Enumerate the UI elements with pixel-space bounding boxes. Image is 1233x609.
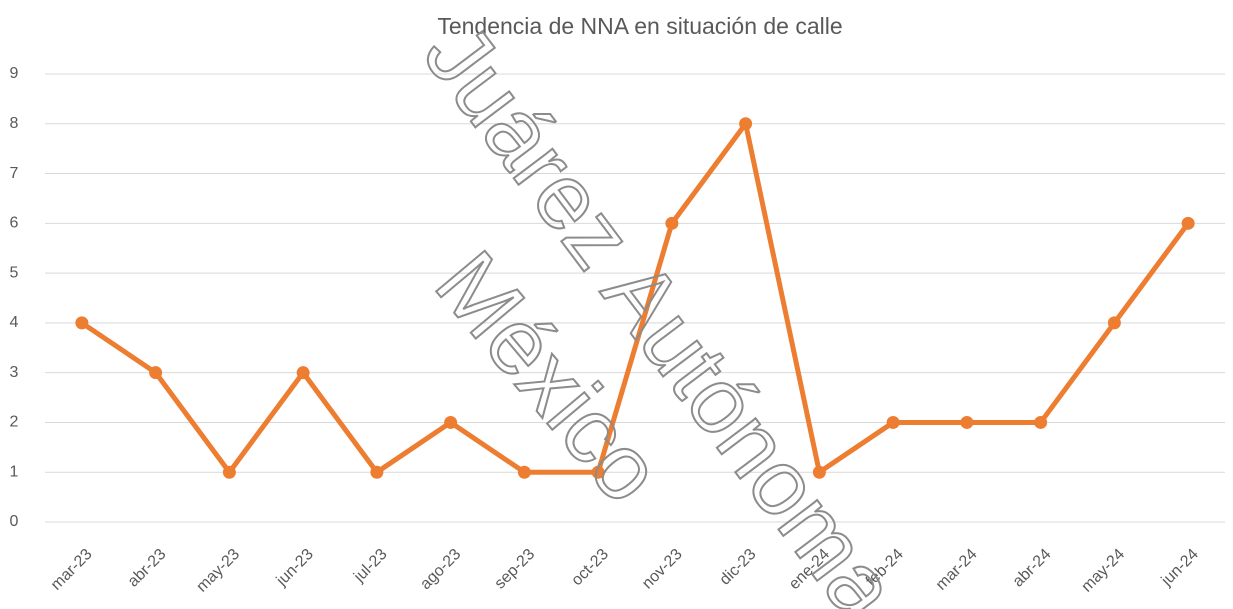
point xyxy=(1034,415,1048,429)
point xyxy=(886,415,900,429)
chart-title: Tendencia de NNA en situación de calle xyxy=(437,13,842,39)
point xyxy=(444,415,458,429)
x-tick-label: abr-24 xyxy=(1010,546,1055,591)
x-tick-label: jun-23 xyxy=(273,546,317,590)
point xyxy=(296,366,310,380)
point xyxy=(370,465,384,479)
point xyxy=(222,465,236,479)
point xyxy=(75,316,89,330)
x-tick-label: jul-23 xyxy=(350,546,390,586)
x-tick-label: nov-23 xyxy=(639,546,686,593)
series-line xyxy=(80,121,1191,475)
point xyxy=(149,366,163,380)
y-tick-label: 5 xyxy=(10,264,19,281)
y-tick-label: 3 xyxy=(10,364,19,381)
x-tick-label: may-23 xyxy=(193,546,243,596)
y-tick-label: 8 xyxy=(10,115,19,132)
point xyxy=(517,465,531,479)
x-tick-label: mar-24 xyxy=(933,546,981,594)
point xyxy=(960,415,974,429)
y-tick-label: 0 xyxy=(10,513,19,530)
x-tick-label: abr-23 xyxy=(125,546,170,591)
x-tick-label: dic-23 xyxy=(717,546,760,589)
x-tick-label: may-24 xyxy=(1078,546,1128,596)
point xyxy=(812,465,826,479)
x-tick-label: sep-23 xyxy=(492,546,539,593)
point xyxy=(665,216,679,230)
y-tick-label: 1 xyxy=(10,463,19,480)
x-tick-label: mar-23 xyxy=(48,546,96,594)
y-tick-label: 7 xyxy=(10,165,19,182)
y-tick-label: 9 xyxy=(10,65,19,82)
x-tick-label: jun-24 xyxy=(1158,546,1202,590)
x-tick-label: oct-23 xyxy=(568,546,612,590)
point xyxy=(1181,216,1195,230)
point xyxy=(739,117,753,131)
y-tick-label: 4 xyxy=(10,314,19,331)
y-tick-label: 2 xyxy=(10,414,19,431)
y-tick-label: 6 xyxy=(10,215,19,232)
point xyxy=(591,465,605,479)
x-tick-label: ago-23 xyxy=(417,546,464,593)
point xyxy=(1107,316,1121,330)
